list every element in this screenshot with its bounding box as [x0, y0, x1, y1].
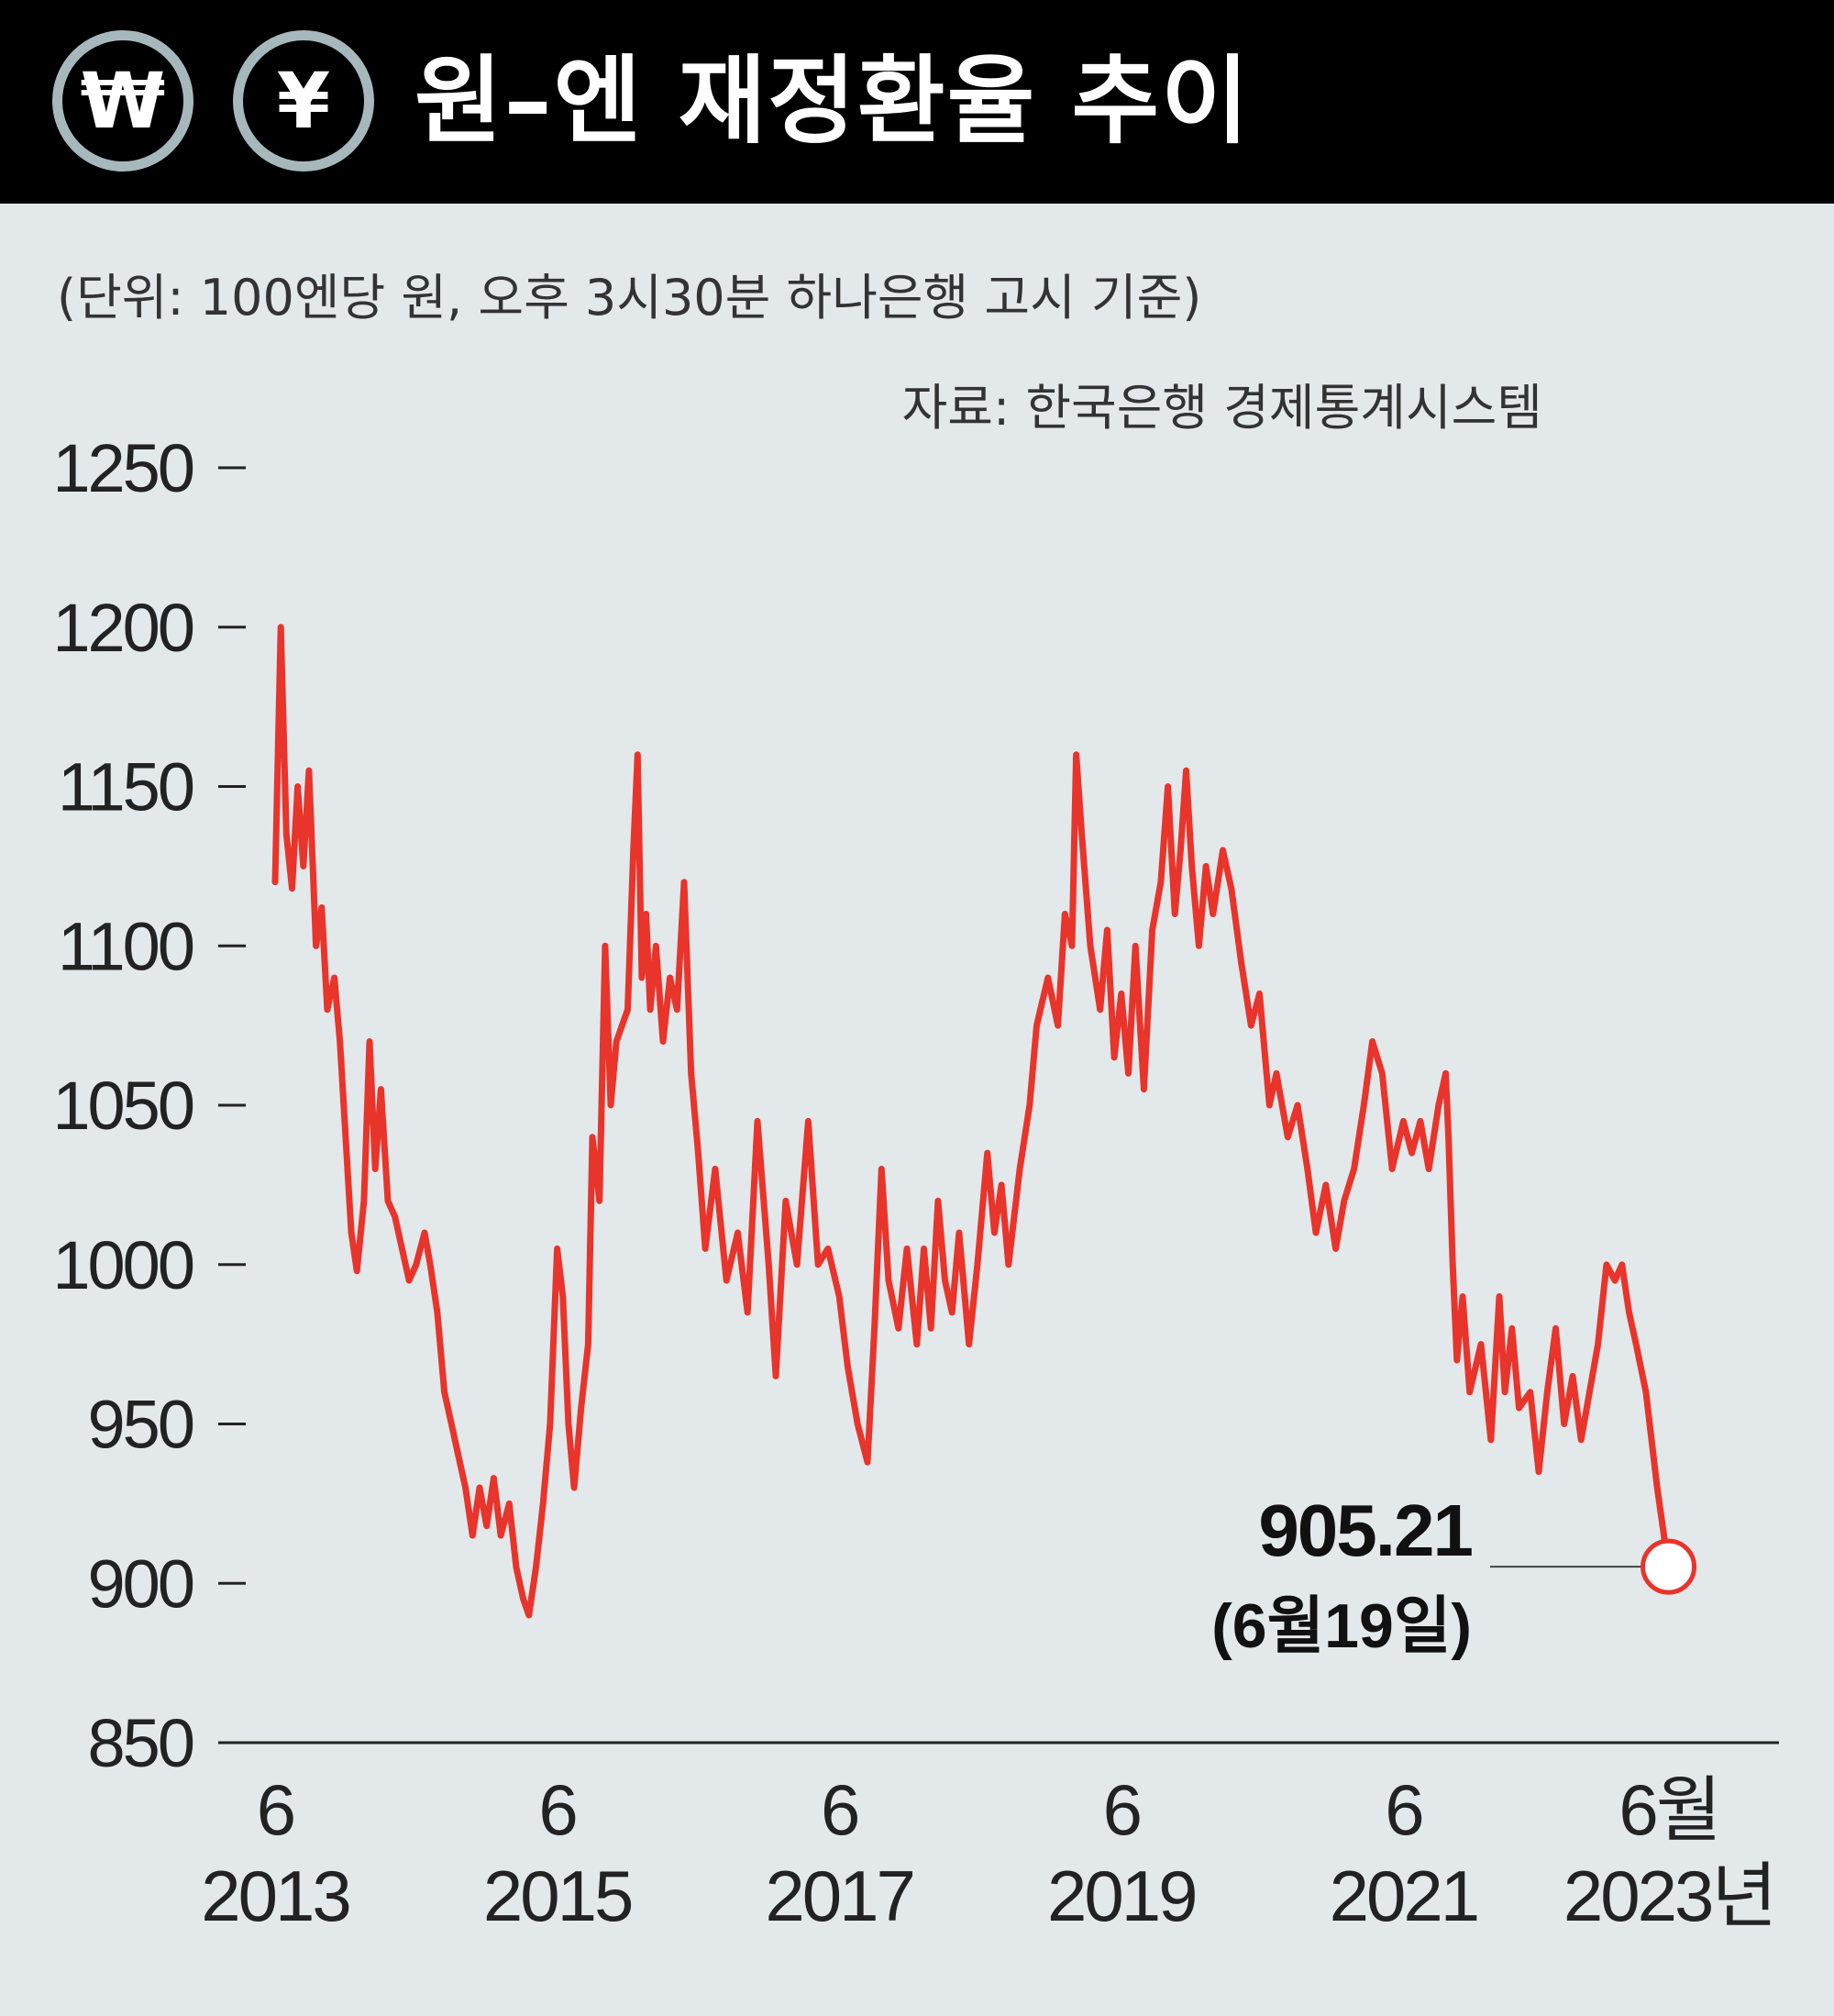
x-tick-year-label: 2013 [201, 1855, 349, 1936]
exchange-rate-line [271, 624, 1672, 1619]
y-tick-label: 1150 [58, 749, 193, 825]
x-tick-month-label: 6 [821, 1769, 857, 1850]
x-tick-year-label: 2017 [765, 1855, 913, 1936]
title-bar: ₩ ¥ 원–엔 재정환율 추이 [0, 0, 1834, 204]
yen-symbol: ¥ [276, 56, 331, 146]
yen-currency-icon: ¥ [233, 30, 374, 172]
y-tick-label: 850 [88, 1705, 193, 1781]
chart-title: 원–엔 재정환율 추이 [414, 45, 1251, 157]
x-tick-month-label: 6 [1385, 1769, 1421, 1850]
y-tick-label: 1000 [52, 1227, 193, 1303]
x-tick-year-label: 2019 [1047, 1855, 1196, 1936]
y-tick-label: 1050 [52, 1068, 193, 1144]
y-tick-label: 1250 [52, 430, 193, 506]
y-tick-label: 1100 [58, 908, 193, 984]
x-tick-month-label: 6 [257, 1769, 293, 1850]
x-tick-year-label: 2023년 [1563, 1855, 1774, 1936]
x-tick-month-label: 6월 [1619, 1769, 1718, 1850]
x-tick-month-label: 6 [1103, 1769, 1140, 1850]
latest-date-label: (6월19일) [1211, 1591, 1472, 1661]
latest-value-label: 905.21 [1258, 1490, 1472, 1571]
won-currency-icon: ₩ [52, 30, 193, 172]
y-tick-label: 1200 [52, 590, 193, 666]
unit-note: (단위: 100엔당 원, 오후 3시30분 하나은행 고시 기준) [57, 269, 1202, 327]
y-tick-label: 950 [88, 1387, 193, 1463]
source-note: 자료: 한국은행 경제통계시스템 [901, 379, 1542, 437]
y-tick-label: 900 [88, 1545, 193, 1622]
x-tick-year-label: 2015 [483, 1855, 632, 1936]
x-tick-month-label: 6 [538, 1769, 575, 1850]
x-tick-year-label: 2021 [1330, 1855, 1478, 1936]
won-symbol: ₩ [80, 56, 166, 146]
latest-value-marker [1641, 1538, 1697, 1595]
